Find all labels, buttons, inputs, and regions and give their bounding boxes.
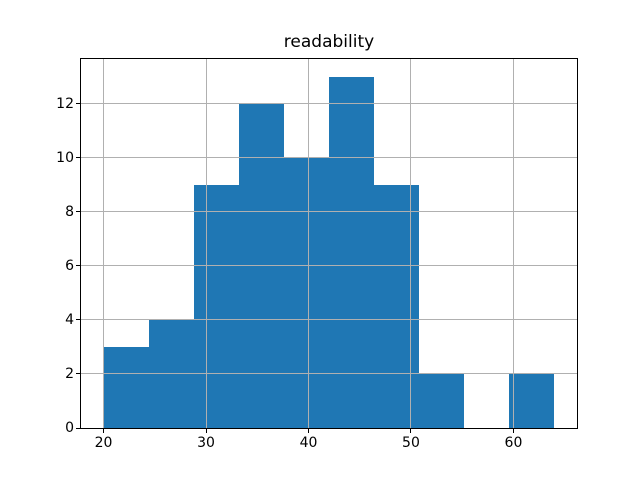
y-tick [76, 265, 80, 267]
y-tick-label: 0 [65, 420, 74, 436]
y-tick [76, 373, 80, 375]
x-tick [410, 429, 412, 433]
y-tick [76, 427, 80, 429]
x-tick [205, 429, 207, 433]
histogram-bar [103, 346, 149, 428]
x-tick-label: 20 [94, 435, 113, 451]
x-tick-label: 50 [402, 435, 420, 451]
x-tick-label: 30 [197, 435, 215, 451]
y-tick [76, 319, 80, 321]
y-tick-label: 2 [65, 365, 74, 382]
x-gridline [410, 59, 412, 428]
y-tick [76, 103, 80, 105]
y-gridline [81, 103, 577, 105]
y-tick-label: 10 [56, 149, 74, 166]
histogram-bar [419, 373, 465, 428]
histogram-bar [329, 76, 375, 428]
x-gridline [308, 59, 309, 428]
y-gridline [81, 373, 577, 375]
histogram-bar [509, 373, 555, 428]
x-tick [308, 429, 309, 433]
x-gridline [205, 59, 207, 428]
y-gridline [81, 265, 577, 267]
x-gridline [103, 59, 105, 428]
y-gridline [81, 211, 577, 213]
x-tick-label: 60 [504, 435, 523, 451]
x-tick [103, 429, 105, 433]
y-tick [76, 211, 80, 213]
x-tick [512, 429, 514, 433]
chart-title: readability [283, 32, 375, 52]
histogram-bar [283, 157, 329, 428]
y-tick-label: 12 [56, 95, 74, 112]
y-tick-label: 8 [65, 203, 74, 220]
x-gridline [512, 59, 514, 428]
y-gridline [81, 157, 577, 159]
x-tick-label: 40 [299, 435, 318, 451]
y-tick-label: 6 [65, 257, 74, 274]
histogram-bar [193, 184, 239, 428]
y-gridline [81, 319, 577, 321]
plot-area: readability 20 30 40 50 60 0 2 4 6 8 10 12 [56, 32, 578, 451]
y-tick-label: 4 [65, 311, 74, 328]
histogram-bar [374, 184, 420, 428]
y-tick [76, 157, 80, 159]
